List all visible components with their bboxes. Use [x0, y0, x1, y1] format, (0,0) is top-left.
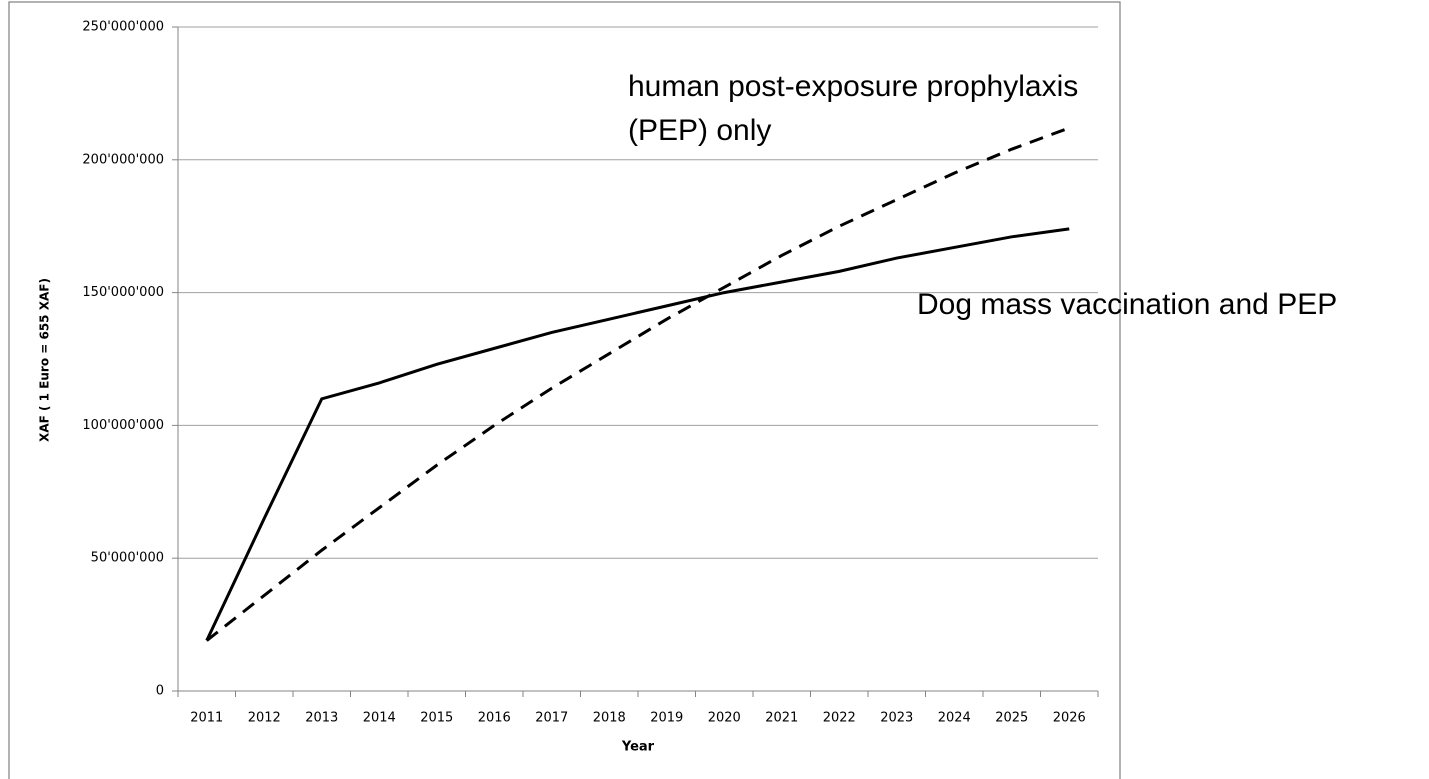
- y-tick-label: 200'000'000: [82, 152, 164, 167]
- annotation: Dog mass vaccination and PEP: [917, 288, 1338, 321]
- x-tick-label: 2022: [823, 711, 856, 726]
- x-tick-label: 2017: [535, 711, 568, 726]
- y-tick-label: 150'000'000: [82, 285, 164, 300]
- x-tick-label: 2020: [708, 711, 741, 726]
- annotation: human post-exposure prophylaxis (PEP) on…: [628, 70, 1079, 147]
- chart-frame: [8, 1, 1121, 779]
- y-axis-title: XAF ( 1 Euro = 655 XAF): [38, 278, 52, 442]
- x-tick-label: 2021: [765, 711, 798, 726]
- x-tick-label: 2013: [305, 711, 338, 726]
- y-tick-label: 0: [156, 684, 164, 699]
- y-tick-label: 50'000'000: [91, 551, 164, 566]
- x-tick-label: 2018: [593, 711, 626, 726]
- x-tick-label: 2012: [248, 711, 281, 726]
- x-tick-label: 2025: [995, 711, 1028, 726]
- y-tick-label: 250'000'000: [82, 20, 164, 35]
- x-tick-label: 2016: [478, 711, 511, 726]
- y-tick-label: 100'000'000: [82, 418, 164, 433]
- x-tick-label: 2019: [650, 711, 683, 726]
- series-line: [205, 227, 1070, 642]
- x-tick-label: 2026: [1053, 711, 1086, 726]
- x-axis-title: Year: [621, 740, 655, 755]
- x-tick-label: 2011: [190, 711, 223, 726]
- series-line: [205, 126, 1070, 642]
- x-tick-label: 2015: [420, 711, 453, 726]
- x-tick-label: 2014: [363, 711, 396, 726]
- x-tick-label: 2023: [880, 711, 913, 726]
- x-tick-label: 2024: [938, 711, 971, 726]
